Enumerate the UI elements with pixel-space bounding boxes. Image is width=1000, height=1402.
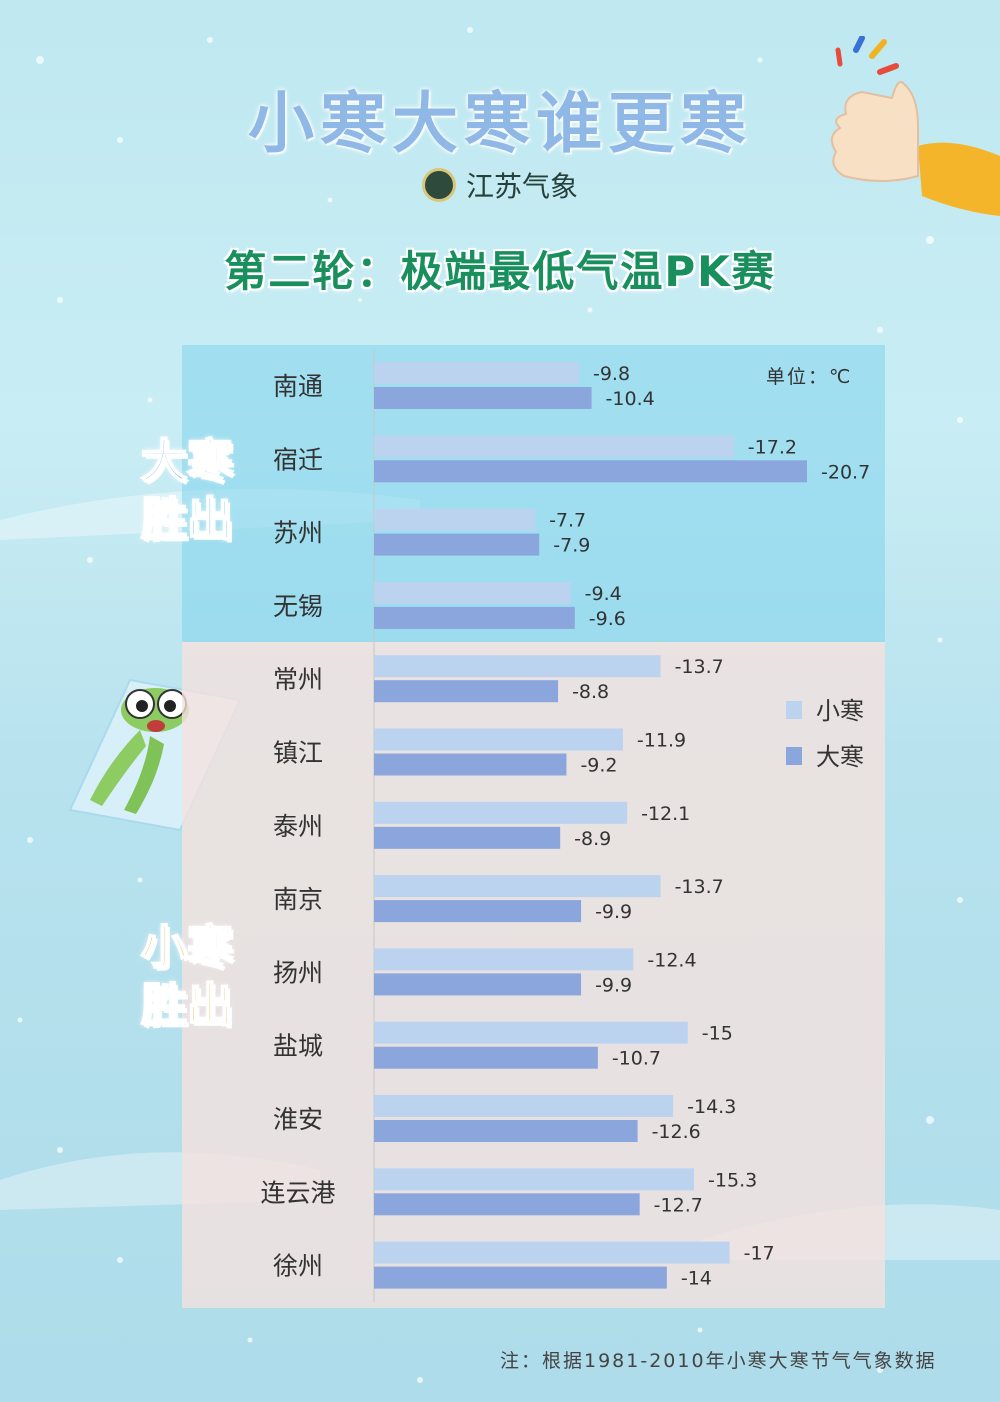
bar-dahan	[374, 1193, 640, 1216]
data-label: -10.4	[606, 388, 655, 410]
data-label: -15.3	[708, 1169, 757, 1191]
data-label: -14	[681, 1268, 712, 1290]
bar-dahan	[374, 973, 582, 996]
data-label: -9.9	[595, 974, 632, 996]
dahan-wins-label: 大寒 胜出	[122, 432, 252, 548]
data-label: -14.3	[687, 1096, 736, 1118]
bar-xiaohan	[374, 581, 571, 604]
bar-xiaohan	[374, 728, 623, 751]
footnote: 注：根据1981-2010年小寒大寒节气气象数据	[500, 1350, 937, 1372]
data-label: -9.6	[589, 608, 626, 630]
category-label: 扬州	[273, 958, 323, 987]
category-label: 连云港	[260, 1178, 335, 1207]
data-label: -9.8	[593, 363, 630, 385]
dahan-wins-label-line1: 大寒	[140, 433, 234, 489]
category-label: 南京	[273, 885, 323, 914]
legend-swatch-xiaohan	[786, 701, 802, 719]
bar-dahan	[374, 460, 807, 483]
data-label: -15	[702, 1023, 733, 1045]
data-label: -9.9	[595, 901, 632, 923]
brand: 江苏气象	[0, 165, 1000, 205]
data-label: -9.2	[580, 755, 617, 777]
thumbs-up-icon	[830, 36, 1000, 216]
category-label: 镇江	[273, 739, 323, 768]
category-label: 宿迁	[273, 445, 323, 474]
dahan-wins-label-line2: 胜出	[140, 491, 234, 547]
legend-item-dahan: 大寒	[786, 742, 864, 788]
data-label: -17.2	[748, 436, 797, 458]
bar-dahan	[374, 900, 582, 923]
brand-logo-icon	[421, 168, 456, 202]
data-label: -17	[744, 1243, 775, 1265]
bar-dahan	[374, 1046, 598, 1069]
data-label: -12.4	[647, 949, 696, 971]
category-label: 盐城	[273, 1032, 323, 1061]
bar-dahan	[374, 1120, 638, 1142]
bar-xiaohan	[374, 362, 579, 384]
data-label: -11.9	[637, 730, 686, 752]
category-label: 常州	[273, 665, 323, 694]
bar-dahan	[374, 680, 559, 703]
data-label: -10.7	[612, 1048, 661, 1070]
round-subtitle: 第二轮：极端最低气温PK赛	[224, 247, 776, 296]
bar-xiaohan	[374, 801, 628, 824]
bar-xiaohan	[374, 1095, 674, 1117]
unit-label: 单位：℃	[766, 366, 853, 388]
bar-xiaohan	[374, 1168, 695, 1191]
bar-xiaohan	[374, 875, 661, 898]
bar-dahan	[374, 1266, 667, 1289]
brand-name: 江苏气象	[465, 170, 578, 203]
xiaohan-wins-label-line2: 胜出	[140, 977, 234, 1033]
data-label: -12.7	[654, 1194, 703, 1216]
legend-label-xiaohan: 小寒	[816, 697, 864, 725]
category-label: 无锡	[273, 592, 323, 621]
data-label: -7.9	[553, 535, 590, 557]
category-label: 徐州	[273, 1252, 323, 1281]
category-label: 南通	[273, 372, 323, 401]
data-label: -13.7	[675, 656, 724, 678]
bar-xiaohan	[374, 435, 734, 458]
bar-xiaohan	[374, 508, 536, 531]
data-label: -9.4	[585, 583, 622, 605]
xiaohan-wins-label: 小寒 胜出	[122, 918, 252, 1034]
legend-item-xiaohan: 小寒	[786, 696, 864, 742]
xiaohan-wins-label-line1: 小寒	[140, 919, 234, 975]
bar-dahan	[374, 387, 592, 409]
bar-dahan	[374, 753, 567, 776]
data-label: -8.8	[572, 681, 609, 703]
legend-label-dahan: 大寒	[816, 743, 864, 771]
bar-xiaohan	[374, 1241, 730, 1264]
bar-dahan	[374, 606, 575, 629]
bar-dahan	[374, 826, 561, 849]
data-label: -13.7	[675, 876, 724, 898]
category-label: 苏州	[273, 519, 323, 548]
data-label: -7.7	[549, 510, 586, 532]
data-label: -8.9	[574, 828, 611, 850]
data-label: -20.7	[821, 461, 870, 483]
category-label: 淮安	[273, 1105, 323, 1134]
data-label: -12.6	[652, 1121, 701, 1143]
bar-dahan	[374, 533, 540, 556]
legend-swatch-dahan	[786, 747, 802, 765]
bar-xiaohan	[374, 1021, 688, 1044]
page-title: 小寒大寒谁更寒	[248, 85, 752, 162]
category-label: 泰州	[273, 812, 323, 841]
bar-xiaohan	[374, 948, 634, 971]
legend: 小寒 大寒	[786, 696, 864, 788]
data-label: -12.1	[641, 803, 690, 825]
bar-xiaohan	[374, 655, 661, 678]
